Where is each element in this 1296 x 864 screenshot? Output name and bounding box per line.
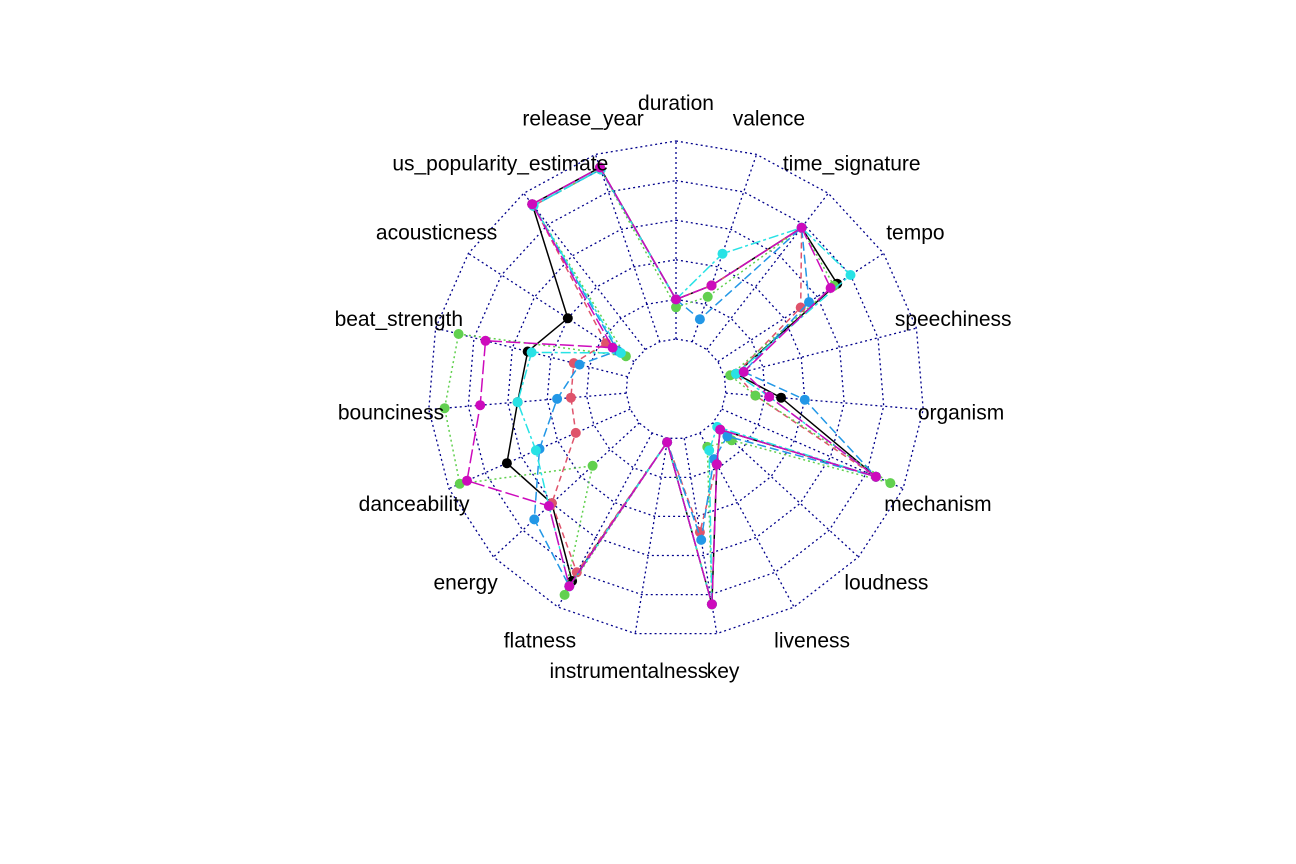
series-4-point-organism bbox=[799, 394, 810, 405]
radar-grid bbox=[428, 140, 924, 635]
axis-label-release_year: release_year bbox=[522, 108, 643, 131]
axis-label-duration: duration bbox=[638, 92, 714, 115]
grid-ring-1 bbox=[586, 298, 766, 479]
axis-label-time_signature: time_signature bbox=[783, 152, 921, 175]
series-4-line bbox=[532, 168, 879, 588]
series-6-point-time_signature bbox=[796, 222, 807, 233]
series-3-point-beat_strength bbox=[453, 329, 464, 339]
axis-label-tempo: tempo bbox=[886, 222, 944, 245]
series-6-point-energy bbox=[543, 501, 554, 511]
series-5 bbox=[512, 164, 881, 610]
spoke-speechiness bbox=[724, 327, 917, 378]
series-6-point-bounciness bbox=[475, 400, 486, 411]
grid-ring-5 bbox=[428, 140, 924, 635]
series-1-line bbox=[506, 166, 877, 605]
series-4-point-beat_strength bbox=[574, 359, 585, 370]
grid-ring-0 bbox=[625, 338, 727, 439]
spoke-valence bbox=[691, 154, 758, 342]
axis-label-acousticness: acousticness bbox=[376, 222, 497, 245]
axis-label-danceability: danceability bbox=[359, 493, 470, 516]
series-6-line bbox=[466, 166, 877, 605]
axis-label-key: key bbox=[707, 660, 740, 683]
series-5-point-valence bbox=[717, 248, 728, 259]
axis-label-speechiness: speechiness bbox=[895, 308, 1012, 331]
series-6-point-instrumentalness bbox=[662, 437, 673, 448]
series-6-point-acousticness bbox=[607, 342, 618, 353]
grid-ring-3 bbox=[507, 219, 845, 557]
series-6-point-release_year bbox=[595, 162, 605, 173]
series-2-line bbox=[532, 168, 877, 574]
series-6-point-organism bbox=[764, 391, 775, 402]
series-3-point-mechanism bbox=[885, 478, 896, 489]
series-3 bbox=[439, 164, 896, 610]
series-6-point-flatness bbox=[564, 581, 575, 592]
spoke-bounciness bbox=[428, 392, 627, 411]
axis-label-loudness: loudness bbox=[844, 572, 928, 595]
axis-label-energy: energy bbox=[433, 572, 498, 595]
series-6-point-tempo bbox=[825, 283, 836, 293]
series-2-point-bounciness bbox=[565, 392, 576, 403]
series-6 bbox=[462, 162, 881, 610]
spoke-energy bbox=[493, 422, 640, 558]
spoke-release_year bbox=[594, 154, 661, 342]
series-1-point-organism bbox=[776, 392, 787, 403]
axis-label-flatness: flatness bbox=[504, 630, 576, 653]
spoke-liveness bbox=[699, 432, 795, 608]
axis-label-bounciness: bounciness bbox=[338, 402, 444, 425]
series-3-line bbox=[443, 168, 891, 605]
series-6-point-mechanism bbox=[870, 471, 881, 482]
series-5-point-beat_strength bbox=[526, 347, 537, 358]
series-6-point-speechiness bbox=[738, 366, 749, 377]
axis-label-valence: valence bbox=[733, 108, 805, 131]
series-3-point-bounciness bbox=[439, 403, 450, 414]
axis-label-instrumentalness: instrumentalness bbox=[550, 660, 709, 683]
axis-label-beat_strength: beat_strength bbox=[335, 308, 463, 331]
series-3-point-energy bbox=[587, 460, 598, 471]
series-1-point-acousticness bbox=[562, 313, 573, 324]
series-6-point-liveness bbox=[711, 459, 722, 470]
spoke-us_popularity_estimate bbox=[523, 192, 646, 350]
spoke-organism bbox=[725, 392, 924, 411]
series-4-point-key bbox=[696, 534, 707, 545]
series-3-point-valence bbox=[702, 291, 713, 302]
spoke-loudness bbox=[712, 422, 859, 558]
spoke-instrumentalness bbox=[634, 438, 669, 634]
axis-label-organism: organism bbox=[918, 402, 1004, 425]
axis-label-mechanism: mechanism bbox=[884, 493, 991, 516]
series-3-point-flatness bbox=[559, 589, 570, 600]
series-6-point-duration bbox=[671, 294, 681, 305]
series-6-point-loudness bbox=[715, 424, 726, 435]
series-4-point-bounciness bbox=[552, 393, 563, 404]
radar-spokes bbox=[428, 141, 924, 634]
spoke-time_signature bbox=[706, 192, 829, 350]
series-2-point-danceability bbox=[570, 427, 581, 438]
series-6-point-key bbox=[706, 599, 717, 610]
series-4-point-valence bbox=[694, 314, 705, 325]
series-2-point-tempo bbox=[795, 302, 806, 313]
radar-series bbox=[439, 162, 896, 610]
series-5-point-liveness bbox=[704, 445, 715, 456]
axis-label-us_popularity_estimate: us_popularity_estimate bbox=[392, 152, 608, 175]
series-4-point-energy bbox=[529, 514, 540, 525]
series-4-point-loudness bbox=[722, 431, 733, 442]
series-5-point-tempo bbox=[845, 270, 856, 280]
series-4-point-tempo bbox=[804, 297, 814, 308]
series-5-point-danceability bbox=[530, 445, 541, 456]
series-5-point-bounciness bbox=[512, 397, 523, 408]
series-1-point-danceability bbox=[501, 458, 512, 469]
series-4 bbox=[528, 164, 881, 592]
axis-label-liveness: liveness bbox=[774, 630, 850, 653]
series-6-point-us_popularity_estimate bbox=[527, 199, 538, 210]
series-6-point-danceability bbox=[462, 475, 472, 486]
series-3-point-duration bbox=[671, 302, 681, 313]
grid-ring-4 bbox=[467, 179, 885, 596]
series-6-point-valence bbox=[706, 280, 717, 291]
series-2-point-flatness bbox=[571, 567, 582, 578]
series-6-point-beat_strength bbox=[480, 335, 491, 346]
series-3-point-organism bbox=[750, 390, 761, 401]
series-5-point-acousticness bbox=[615, 348, 626, 358]
series-5-point-speechiness bbox=[731, 368, 741, 379]
